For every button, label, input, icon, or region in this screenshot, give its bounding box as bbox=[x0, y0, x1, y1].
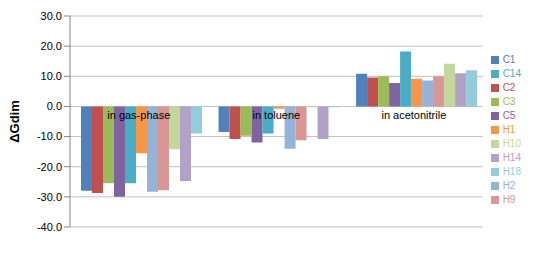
svg-text:-10.0: -10.0 bbox=[37, 130, 62, 142]
html-text:H9: H9 bbox=[502, 193, 516, 205]
svg-text:20.0: 20.0 bbox=[41, 40, 62, 52]
svg-text:in gas-phase: in gas-phase bbox=[107, 109, 170, 121]
svg-text:-30.0: -30.0 bbox=[37, 191, 62, 203]
svg-text:30.0: 30.0 bbox=[41, 10, 62, 22]
svg-text:10.0: 10.0 bbox=[41, 70, 62, 82]
html-text:H14: H14 bbox=[502, 151, 521, 163]
html-text:C2: C2 bbox=[502, 81, 516, 93]
html-text:H18: H18 bbox=[502, 165, 521, 177]
svg-text:in toluene: in toluene bbox=[252, 109, 300, 121]
html-text:H10: H10 bbox=[502, 137, 521, 149]
svg-text:-40.0: -40.0 bbox=[37, 221, 62, 233]
svg-text:0.0: 0.0 bbox=[47, 100, 62, 112]
html-text:H2: H2 bbox=[502, 179, 516, 191]
svg-text:in acetonitrile: in acetonitrile bbox=[381, 109, 446, 121]
svg-text:ΔGdim: ΔGdim bbox=[8, 100, 22, 143]
html-text:C3: C3 bbox=[502, 95, 516, 107]
svg-text:-20.0: -20.0 bbox=[37, 161, 62, 173]
html-text:C14: C14 bbox=[502, 67, 521, 79]
html-text:C5: C5 bbox=[502, 109, 516, 121]
html-text:C1: C1 bbox=[502, 53, 516, 65]
html-text:H1: H1 bbox=[502, 123, 516, 135]
